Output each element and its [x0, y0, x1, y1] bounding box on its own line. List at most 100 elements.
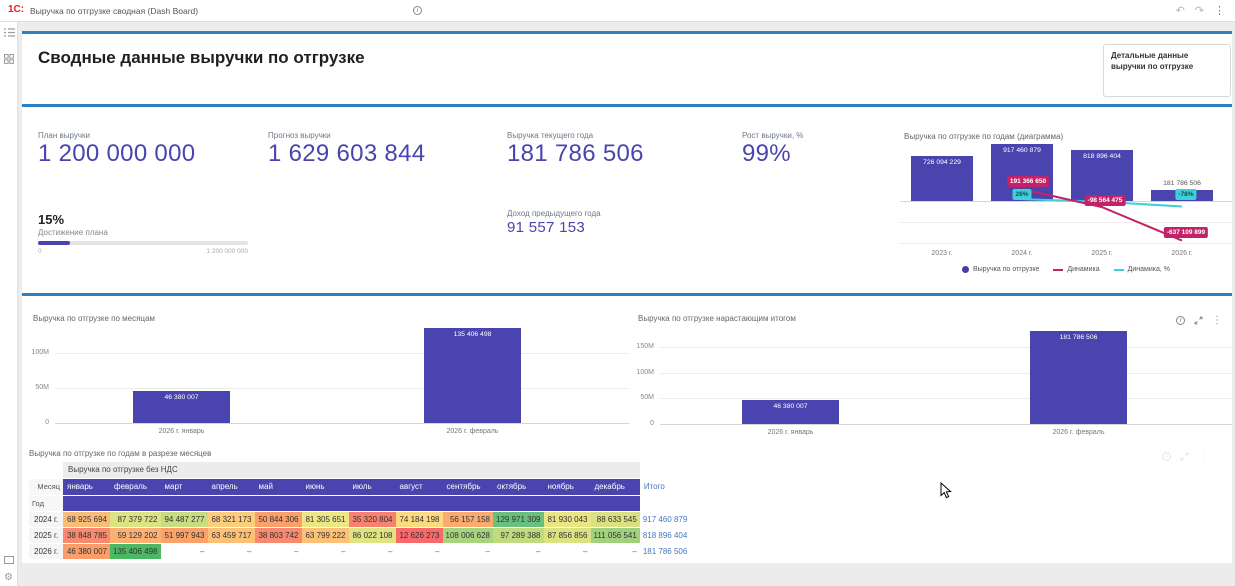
month-header-cell[interactable]: апрель [208, 478, 255, 495]
year-row-header[interactable]: 2026 г. [29, 543, 63, 559]
pivot-value-cell[interactable]: – [349, 543, 396, 559]
pivot-value-cell[interactable]: 81 930 043 [544, 511, 591, 527]
month-header-cell[interactable]: январь [63, 478, 110, 495]
kebab-menu-icon[interactable]: ⋮ [1198, 451, 1208, 462]
row-total-cell[interactable]: 917 460 879 [640, 511, 691, 527]
row-total-cell[interactable]: 181 786 506 [640, 543, 691, 559]
list-icon[interactable] [4, 28, 15, 37]
pivot-value-cell[interactable]: 86 022 108 [349, 527, 396, 543]
undo-icon[interactable]: ↶ [1176, 4, 1185, 18]
pivot-value-cell[interactable]: – [396, 543, 443, 559]
chart-revenue-cumulative: Выручка по отгрузке нарастающим итогом i… [634, 312, 1232, 444]
row-total-cell[interactable]: 818 896 404 [640, 527, 691, 543]
pivot-value-cell[interactable]: 50 844 306 [255, 511, 302, 527]
kpi-forecast-label: Прогноз выручки [268, 131, 331, 140]
dynamics-label: -637 109 899 [1164, 227, 1208, 238]
month-header-cell[interactable]: сентябрь [443, 478, 494, 495]
month-header-cell[interactable]: декабрь [591, 478, 640, 495]
chart-title: Выручка по отгрузке по месяцам [33, 314, 155, 323]
pivot-value-cell[interactable]: – [591, 543, 640, 559]
achievement-progressbar [38, 241, 248, 245]
month-header-cell[interactable]: июнь [302, 478, 349, 495]
pivot-value-cell[interactable]: 35 320 804 [349, 511, 396, 527]
month-header-cell[interactable]: октябрь [493, 478, 544, 495]
info-icon[interactable]: i [413, 6, 422, 15]
pivot-value-cell[interactable]: 56 157 158 [443, 511, 494, 527]
pivot-value-cell[interactable]: 59 129 202 [110, 527, 161, 543]
month-header-band [63, 495, 640, 511]
pivot-value-cell[interactable]: 135 406 498 [110, 543, 161, 559]
chart-legend: Выручка по отгрузке Динамика Динамика, % [900, 266, 1232, 273]
pivot-value-cell[interactable]: 63 459 717 [208, 527, 255, 543]
year-row-header[interactable]: 2025 г. [29, 527, 63, 543]
pivot-value-cell[interactable]: 68 321 173 [208, 511, 255, 527]
achievement-label: Достижение плана [38, 228, 108, 237]
corner-cell [640, 495, 691, 511]
chart-title: Выручка по отгрузке по годам (диаграмма) [904, 132, 1063, 141]
divider-header [22, 104, 1232, 107]
total-header: Итого [640, 478, 691, 495]
pivot-value-cell[interactable]: – [208, 543, 255, 559]
month-header-cell[interactable]: май [255, 478, 302, 495]
pivot-value-cell[interactable]: 46 380 007 [63, 543, 110, 559]
redo-icon[interactable]: ↷ [1195, 4, 1204, 18]
month-header-cell[interactable]: февраль [110, 478, 161, 495]
pivot-value-cell[interactable]: – [443, 543, 494, 559]
x-axis-label: 2026 г. январь [122, 428, 242, 435]
years-plot-area: 726 094 229917 460 879818 896 404181 786… [900, 144, 1232, 244]
pivot-value-cell[interactable]: 88 633 545 [591, 511, 640, 527]
bar-value-label: 181 786 506 [1030, 334, 1127, 341]
measure-header: Выручка по отгрузке без НДС [63, 462, 640, 478]
pivot-value-cell[interactable]: 108 006 628 [443, 527, 494, 543]
left-sidebar: ⚙ [0, 22, 18, 586]
year-row-header[interactable]: 2024 г. [29, 511, 63, 527]
detail-data-button[interactable]: Детальные данные выручки по отгрузке [1103, 44, 1231, 97]
pivot-value-cell[interactable]: 38 848 785 [63, 527, 110, 543]
kebab-menu-icon[interactable]: ⋮ [1214, 4, 1225, 18]
pivot-value-cell[interactable]: 94 487 277 [161, 511, 208, 527]
legend-item-revenue: Выручка по отгрузке [962, 266, 1039, 273]
pivot-value-cell[interactable]: – [544, 543, 591, 559]
gridline [660, 424, 1232, 425]
pivot-value-cell[interactable]: 74 184 198 [396, 511, 443, 527]
kpi-forecast-value: 1 629 603 844 [268, 140, 425, 168]
month-bar[interactable] [424, 328, 521, 423]
month-header-cell[interactable]: март [161, 478, 208, 495]
monthly-plot-area: 050M100M46 380 0072026 г. январь135 406 … [29, 325, 629, 423]
pivot-value-cell[interactable]: 12 626 273 [396, 527, 443, 543]
pivot-value-cell[interactable]: 87 856 856 [544, 527, 591, 543]
legend-marker [1053, 269, 1063, 271]
pivot-value-cell[interactable]: – [161, 543, 208, 559]
month-bar[interactable] [1030, 331, 1127, 424]
pivot-value-cell[interactable]: 63 799 222 [302, 527, 349, 543]
y-tick-label: 100M [634, 369, 654, 376]
row-dimension-label: Год [29, 495, 63, 511]
achievement-percent: 15% [38, 212, 64, 227]
gear-icon[interactable]: ⚙ [4, 572, 13, 583]
pivot-value-cell[interactable]: 129 971 309 [493, 511, 544, 527]
info-icon[interactable]: i [1176, 316, 1185, 325]
pivot-value-cell[interactable]: – [255, 543, 302, 559]
window-icon[interactable] [4, 556, 14, 564]
pivot-value-cell[interactable]: 97 289 388 [493, 527, 544, 543]
page-title: Сводные данные выручки по отгрузке [38, 48, 365, 68]
expand-icon[interactable] [1194, 316, 1203, 325]
info-icon[interactable]: i [1162, 452, 1171, 461]
x-axis-label: 2025 г. [1072, 250, 1132, 257]
grid-icon[interactable] [4, 54, 14, 64]
pivot-value-cell[interactable]: 81 305 651 [302, 511, 349, 527]
pivot-value-cell[interactable]: 87 379 722 [110, 511, 161, 527]
pivot-value-cell[interactable]: 51 997 943 [161, 527, 208, 543]
pivot-value-cell[interactable]: 111 056 541 [591, 527, 640, 543]
expand-icon[interactable] [1180, 452, 1189, 461]
month-header-cell[interactable]: июль [349, 478, 396, 495]
pivot-value-cell[interactable]: – [302, 543, 349, 559]
month-header-cell[interactable]: август [396, 478, 443, 495]
pivot-value-cell[interactable]: – [493, 543, 544, 559]
window-title: Выручка по отгрузке сводная (Dash Board) [30, 6, 198, 16]
month-header-cell[interactable]: ноябрь [544, 478, 591, 495]
pivot-value-cell[interactable]: 38 803 742 [255, 527, 302, 543]
x-axis-label: 2026 г. февраль [413, 428, 533, 435]
pivot-value-cell[interactable]: 68 925 694 [63, 511, 110, 527]
legend-item-dynamics: Динамика [1053, 266, 1099, 273]
